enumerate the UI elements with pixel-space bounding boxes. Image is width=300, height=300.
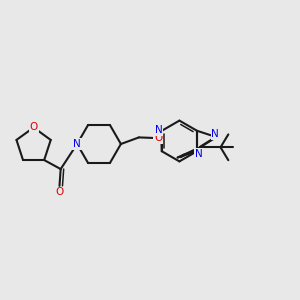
Text: O: O bbox=[56, 188, 64, 197]
Text: O: O bbox=[154, 133, 163, 143]
Text: O: O bbox=[29, 122, 38, 133]
Text: N: N bbox=[212, 129, 219, 139]
Text: N: N bbox=[73, 139, 81, 149]
Text: N: N bbox=[155, 125, 163, 135]
Text: N: N bbox=[195, 149, 203, 159]
